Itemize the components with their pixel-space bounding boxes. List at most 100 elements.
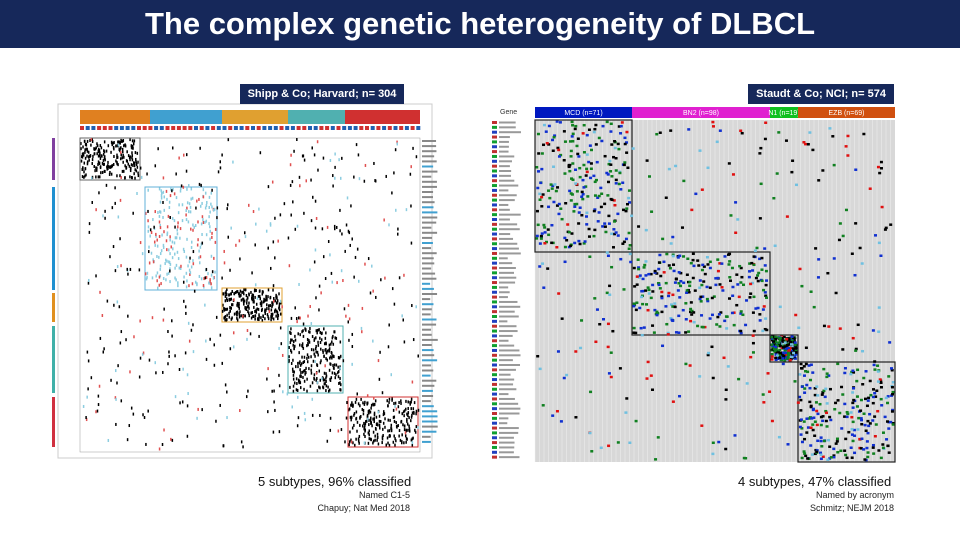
mutation-cell — [231, 316, 233, 320]
mutation-cell — [410, 204, 412, 208]
mutation-cell — [791, 341, 795, 344]
mutation-cell — [298, 351, 300, 355]
mutation-cell — [176, 228, 178, 232]
mutation-cell — [316, 328, 319, 332]
mutation-cell — [717, 440, 721, 444]
mutation-cell — [279, 299, 282, 303]
mutation-cell — [782, 346, 786, 349]
mutation-cell — [254, 288, 256, 292]
mutation-cell — [190, 328, 193, 332]
mutation-cell — [633, 303, 637, 307]
panel-frame — [57, 103, 433, 459]
mutation-cell — [203, 277, 205, 281]
mutation-cell — [762, 305, 766, 308]
mutation-cell — [772, 340, 776, 343]
mutation-cell — [363, 441, 366, 445]
mutation-cell — [280, 342, 283, 346]
mutation-cell — [258, 318, 260, 322]
mutation-cell — [413, 410, 415, 414]
mutation-cell — [358, 177, 361, 181]
mutation-cell — [234, 291, 237, 295]
mutation-cell — [394, 148, 397, 152]
gene-flag — [492, 310, 497, 314]
mutation-cell — [728, 276, 732, 279]
mutation-cell — [617, 147, 621, 151]
mutation-cell — [301, 330, 303, 334]
mutation-cell — [360, 397, 362, 401]
gene-label — [499, 330, 518, 333]
mutation-cell — [172, 247, 174, 251]
mutation-cell — [365, 420, 367, 424]
mutation-cell — [722, 356, 726, 360]
mutation-cell — [308, 340, 311, 344]
mutation-cell — [752, 263, 756, 267]
mutation-cell — [760, 256, 764, 260]
subtype-label: EZB (n=69) — [829, 110, 865, 117]
mutation-cell — [342, 359, 345, 363]
mutation-cell — [621, 181, 625, 184]
mutation-cell — [580, 319, 584, 322]
mutation-cell — [739, 129, 743, 132]
mutation-cell — [130, 163, 133, 167]
mutation-cell — [165, 239, 168, 243]
mutation-cell — [608, 284, 612, 288]
mutation-cell — [853, 273, 857, 277]
mutation-cell — [320, 338, 323, 342]
mutation-cell — [182, 185, 185, 189]
mutation-cell — [377, 359, 380, 363]
mutation-cell — [128, 424, 131, 428]
mutation-cell — [409, 172, 412, 176]
mutation-cell — [787, 348, 791, 352]
mutation-cell — [399, 438, 402, 442]
mutation-cell — [395, 421, 397, 425]
mutation-cell — [178, 156, 180, 160]
mutation-cell — [330, 376, 333, 380]
mutation-cell — [878, 171, 882, 175]
mutation-cell — [415, 155, 418, 159]
mutation-cell — [809, 404, 813, 408]
mutation-cell — [335, 373, 337, 377]
mutation-cell — [787, 337, 791, 340]
mutation-cell — [749, 282, 753, 286]
gene-flag — [492, 276, 497, 280]
mutation-cell — [158, 275, 161, 279]
mutation-cell — [306, 389, 308, 393]
mutation-cell — [159, 226, 162, 230]
gene-flag — [492, 407, 497, 411]
mutation-cell — [119, 198, 122, 202]
mutation-cell — [676, 256, 680, 259]
gene-flag — [492, 193, 497, 197]
mutation-cell — [345, 314, 347, 318]
mutation-cell — [407, 428, 409, 432]
mutation-cell — [278, 305, 281, 309]
mutation-cell — [132, 146, 134, 150]
mutation-cell — [610, 265, 614, 269]
mutation-cell — [252, 210, 255, 214]
mutation-cell — [843, 371, 847, 375]
mutation-cell — [240, 298, 243, 302]
mutation-cell — [290, 327, 292, 331]
mutation-cell — [204, 206, 207, 210]
mutation-cell — [844, 145, 848, 148]
mutation-cell — [252, 297, 255, 301]
mutation-cell — [622, 163, 626, 167]
mutation-cell — [299, 374, 302, 378]
mutation-cell — [368, 418, 370, 422]
mutation-cell — [297, 416, 300, 420]
mutation-cell — [667, 291, 671, 295]
gene-flag — [492, 251, 497, 255]
mutation-cell — [781, 351, 785, 355]
annotation-cell — [159, 126, 164, 130]
gene-flag — [492, 455, 497, 459]
mutation-cell — [313, 352, 315, 356]
mutation-cell — [607, 214, 611, 218]
mutation-cell — [700, 188, 704, 191]
mutation-cell — [816, 439, 820, 443]
mutation-cell — [592, 130, 596, 134]
mutation-cell — [543, 242, 547, 245]
mutation-cell — [192, 262, 195, 266]
mutation-cell — [180, 184, 183, 188]
mutation-cell — [876, 370, 880, 373]
mutation-cell — [85, 147, 88, 151]
mutation-cell — [315, 329, 318, 333]
